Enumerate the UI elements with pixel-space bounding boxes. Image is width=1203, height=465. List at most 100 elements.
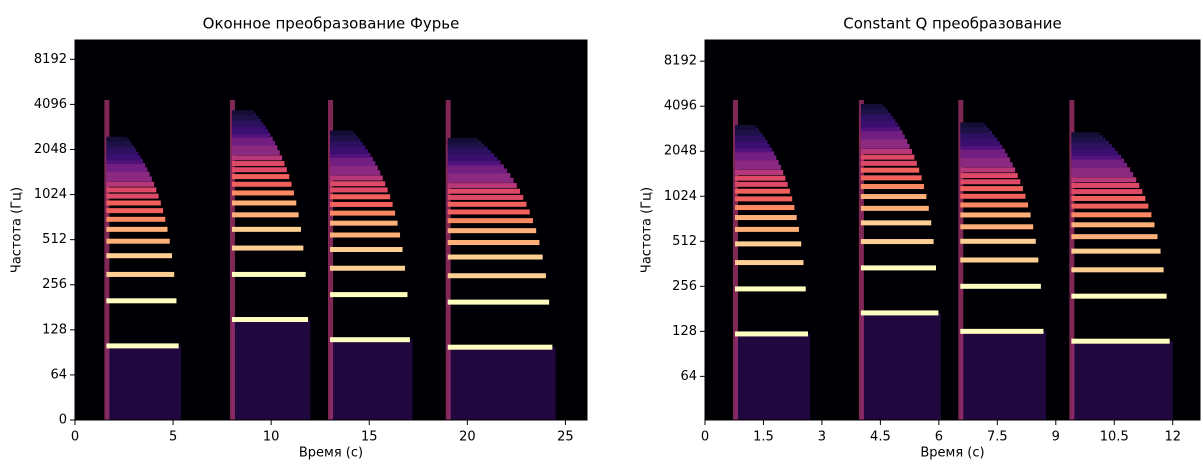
harmonic (735, 215, 797, 221)
y-tick-label: 4096 (664, 99, 697, 114)
harmonic (106, 298, 177, 304)
harmonic (231, 161, 285, 167)
harmonic (735, 170, 784, 176)
low-energy (106, 345, 181, 420)
harmonic (447, 160, 501, 166)
harmonic (735, 133, 763, 139)
low-energy (330, 339, 413, 420)
harmonic (960, 257, 1039, 263)
harmonic (960, 134, 995, 140)
harmonic (860, 115, 893, 121)
harmonic (960, 162, 1013, 168)
harmonic (106, 208, 164, 214)
harmonic (447, 149, 491, 155)
x-axis-label: Время (с) (299, 446, 363, 461)
y-tick-label: 128 (672, 324, 697, 339)
harmonic (231, 181, 292, 187)
harmonic (960, 167, 1016, 173)
harmonic (231, 118, 261, 124)
harmonic (106, 151, 139, 157)
onset (445, 100, 451, 420)
harmonic (960, 179, 1021, 185)
harmonic (735, 241, 802, 247)
onset (328, 100, 334, 420)
x-tick-label: 5 (169, 430, 177, 445)
harmonic (860, 194, 927, 200)
harmonic (106, 200, 161, 206)
harmonic (330, 187, 388, 193)
harmonic (960, 193, 1026, 199)
harmonic (1071, 195, 1146, 201)
harmonic (1071, 162, 1128, 168)
harmonic (231, 125, 266, 131)
harmonic (735, 331, 808, 337)
harmonic (330, 292, 408, 298)
harmonic (447, 137, 478, 143)
harmonic (106, 181, 155, 187)
harmonic (960, 131, 993, 137)
harmonic (231, 113, 257, 119)
harmonic (1071, 203, 1149, 209)
harmonic (960, 238, 1036, 244)
harmonic (330, 265, 405, 271)
harmonic (447, 218, 533, 224)
harmonic (735, 226, 799, 232)
harmonic (106, 148, 137, 154)
y-tick-label: 8192 (34, 52, 67, 67)
x-tick-label: 6 (935, 430, 943, 445)
harmonic (106, 253, 172, 259)
harmonic (231, 145, 278, 151)
x-tick-label: 0 (71, 430, 79, 445)
harmonic (106, 139, 130, 145)
harmonic (860, 112, 891, 118)
harmonic (231, 155, 283, 161)
harmonic (447, 146, 488, 152)
harmonic (106, 163, 146, 169)
harmonic (860, 130, 903, 136)
y-tick-label: 512 (42, 232, 67, 247)
harmonic (330, 181, 386, 187)
harmonic (1071, 132, 1100, 138)
y-tick-label: 8192 (664, 54, 697, 69)
harmonic (106, 167, 148, 173)
harmonic (1071, 212, 1152, 218)
harmonic (960, 137, 998, 143)
onset (733, 100, 739, 420)
harmonic (231, 212, 299, 218)
harmonic (106, 238, 170, 244)
harmonic (960, 173, 1018, 179)
harmonic (860, 148, 913, 154)
harmonic (860, 154, 915, 160)
y-tick-label: 128 (42, 322, 67, 337)
harmonic (860, 126, 901, 132)
harmonic (1071, 172, 1134, 178)
harmonic (860, 239, 934, 245)
harmonic (860, 119, 896, 125)
harmonic (330, 337, 410, 343)
harmonic (231, 150, 280, 156)
x-tick-label: 3 (818, 430, 826, 445)
low-energy (447, 347, 556, 420)
harmonic (735, 181, 788, 187)
onset (229, 100, 235, 420)
harmonic (447, 209, 530, 215)
harmonic (106, 171, 150, 177)
harmonic (860, 106, 886, 112)
low-energy (960, 331, 1047, 420)
y-tick-label: 256 (42, 277, 67, 292)
harmonic (960, 141, 1000, 147)
y-axis-label: Частота (Гц) (640, 187, 655, 273)
harmonic (1071, 293, 1167, 299)
harmonic (1071, 140, 1109, 146)
onset (858, 100, 864, 420)
harmonic (330, 152, 371, 158)
harmonic (960, 148, 1005, 154)
harmonic (330, 133, 356, 139)
harmonic (447, 153, 495, 159)
x-tick-label: 12 (1164, 430, 1181, 445)
chart-title: Оконное преобразование Фурье (203, 15, 460, 33)
harmonic (106, 193, 159, 199)
harmonic (735, 147, 772, 153)
harmonic (960, 144, 1003, 150)
harmonic (231, 271, 306, 277)
